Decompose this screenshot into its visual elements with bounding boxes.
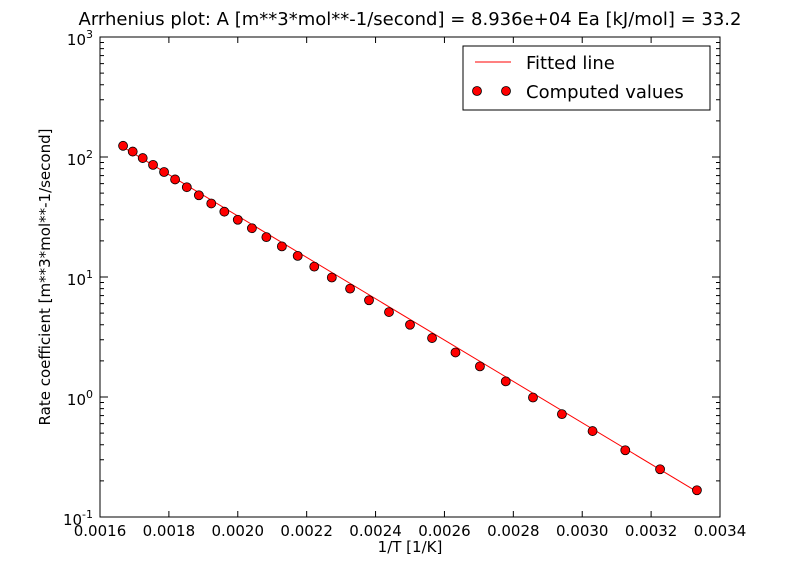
- data-point: [159, 167, 169, 177]
- data-point: [528, 392, 538, 403]
- legend-marker-swatch-2: [501, 86, 511, 96]
- x-tick-label: 0.0020: [212, 522, 265, 540]
- plot-frame: [99, 36, 721, 518]
- y-tick-label: 103: [67, 28, 93, 49]
- data-point: [500, 376, 511, 387]
- data-point: [427, 333, 437, 343]
- data-point: [193, 190, 204, 201]
- x-tick-label: 0.0016: [74, 522, 127, 540]
- data-point: [326, 272, 337, 283]
- data-point: [219, 206, 230, 217]
- x-tick-label: 0.0032: [625, 522, 678, 540]
- data-point: [587, 426, 598, 436]
- data-point: [232, 214, 243, 225]
- data-point: [170, 174, 180, 185]
- plot-area: [100, 37, 720, 517]
- series-layer: [118, 140, 702, 496]
- y-axis-label: Rate coefficient [m**3*mol**-1/second]: [36, 129, 54, 426]
- data-point: [261, 232, 272, 243]
- data-point: [246, 223, 257, 234]
- x-tick-label: 0.0026: [418, 522, 471, 540]
- legend-label-fitted-line: Fitted line: [526, 53, 615, 74]
- data-point: [309, 261, 320, 272]
- fitted-line: [122, 146, 698, 493]
- x-tick-label: 0.0028: [487, 522, 540, 540]
- x-tick-label: 0.0018: [143, 522, 196, 540]
- data-point: [450, 347, 461, 358]
- x-tick-label: 0.0030: [556, 522, 609, 540]
- data-point: [292, 250, 303, 261]
- data-point: [692, 485, 702, 496]
- data-point: [405, 319, 415, 330]
- data-point: [206, 198, 217, 209]
- legend-label-computed-values: Computed values: [526, 82, 684, 103]
- legend-marker-swatch-1: [472, 86, 482, 96]
- data-point: [345, 283, 355, 294]
- data-point: [475, 361, 485, 372]
- data-point: [276, 241, 287, 252]
- x-tick-label: 0.0034: [694, 522, 747, 540]
- data-point: [118, 140, 128, 151]
- data-point: [137, 153, 148, 163]
- y-tick-label: 100: [67, 388, 93, 409]
- y-tick-label: 101: [67, 268, 93, 289]
- data-point: [620, 445, 631, 456]
- data-point: [127, 146, 138, 157]
- data-point: [557, 409, 567, 420]
- data-point: [384, 307, 394, 317]
- x-axis-label: 1/T [1/K]: [378, 538, 443, 556]
- legend: Fitted line Computed values: [462, 45, 711, 111]
- y-tick-label: 102: [67, 148, 93, 169]
- legend-box: [462, 45, 711, 111]
- data-point: [148, 159, 158, 170]
- data-point: [655, 464, 665, 475]
- y-tick-label: 10-1: [63, 508, 93, 529]
- data-point: [181, 182, 192, 193]
- chart-title: Arrhenius plot: A [m**3*mol**-1/second] …: [79, 9, 742, 30]
- data-point: [364, 295, 374, 306]
- x-tick-label: 0.0024: [349, 522, 402, 540]
- x-tick-label: 0.0022: [280, 522, 333, 540]
